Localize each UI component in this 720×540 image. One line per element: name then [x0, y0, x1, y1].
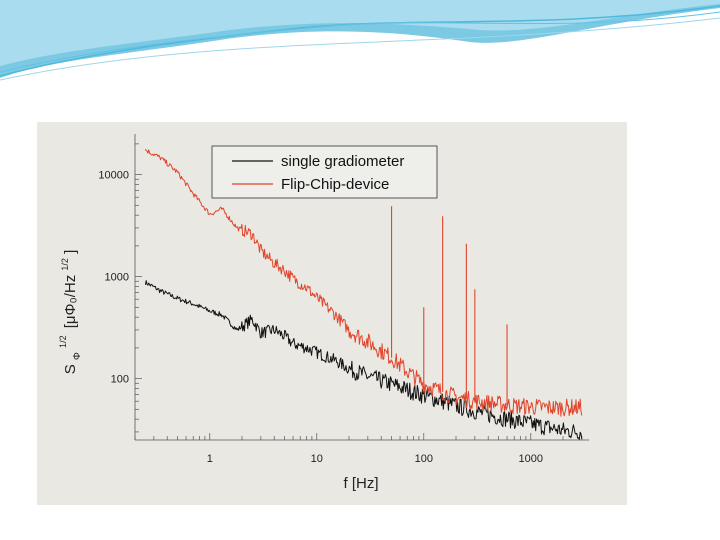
- x-tick-label: 1: [207, 453, 213, 465]
- y-axis-title-units-sup: 1/2: [60, 258, 70, 271]
- data-point: [160, 157, 162, 159]
- y-axis-title-close: ]: [62, 250, 79, 254]
- data-point: [260, 250, 262, 252]
- data-point: [145, 282, 147, 284]
- data-point: [530, 423, 532, 425]
- data-point: [406, 371, 408, 373]
- data-point: [292, 343, 294, 345]
- data-point: [335, 360, 337, 362]
- data-point: [160, 290, 162, 292]
- data-point: [306, 287, 308, 289]
- y-axis-title-s: S: [62, 364, 79, 374]
- series-line: [144, 280, 583, 440]
- noise-spectrum-chart: 1 10 100 1000 100 1000 10000 single gradiomete…: [53, 134, 589, 492]
- series-flip-chip-device: [144, 148, 583, 417]
- data-point: [455, 396, 457, 398]
- data-point: [316, 352, 318, 354]
- data-point: [367, 376, 369, 378]
- data-point: [273, 329, 275, 331]
- x-axis-title: f [Hz]: [343, 475, 378, 492]
- series-single-gradiometer: [144, 280, 583, 440]
- y-tick-label: 100: [111, 374, 129, 386]
- y-axis-title: S Φ 1/2 [μΦ₀/Hz 1/2 ]: [53, 250, 84, 375]
- data-point: [221, 208, 223, 210]
- y-tick-label: 1000: [105, 272, 129, 284]
- data-point: [306, 347, 308, 349]
- legend-label-single-gradiometer: single gradiometer: [281, 153, 404, 170]
- data-point: [177, 172, 179, 174]
- data-point: [335, 314, 337, 316]
- data-point: [391, 384, 393, 386]
- data-point: [406, 389, 408, 391]
- data-point: [513, 405, 515, 407]
- data-point: [442, 400, 444, 402]
- data-point: [192, 303, 194, 305]
- x-tick-label: 100: [415, 453, 433, 465]
- data-point: [423, 395, 425, 397]
- x-tick-label: 1000: [519, 453, 543, 465]
- y-axis-title-units: [μΦ₀/Hz: [62, 275, 79, 329]
- series-line: [144, 148, 583, 417]
- data-point: [252, 234, 254, 236]
- y-tick-label: 10000: [98, 170, 129, 182]
- data-point: [292, 278, 294, 280]
- x-tick-label: 10: [311, 453, 323, 465]
- data-point: [581, 431, 583, 433]
- legend: single gradiometer Flip-Chip-device: [211, 145, 438, 199]
- y-axis-title-sub: Φ: [72, 352, 83, 360]
- data-point: [549, 427, 551, 429]
- data-point: [209, 213, 211, 215]
- header-wave-decoration: [0, 0, 720, 81]
- data-point: [367, 341, 369, 343]
- data-point: [581, 407, 583, 409]
- data-point: [474, 410, 476, 412]
- data-point: [260, 332, 262, 334]
- data-point: [209, 310, 211, 312]
- data-point: [177, 298, 179, 300]
- data-point: [236, 329, 238, 331]
- data-point: [498, 404, 500, 406]
- data-point: [236, 227, 238, 229]
- y-axis-title-sup: 1/2: [58, 335, 68, 348]
- data-point: [530, 406, 532, 408]
- data-point: [513, 420, 515, 422]
- figure-panel: 1 10 100 1000 100 1000 10000 single gradiomete…: [37, 122, 627, 505]
- legend-label-flip-chip-device: Flip-Chip-device: [281, 176, 389, 193]
- legend-box: [211, 145, 438, 199]
- data-point: [549, 407, 551, 409]
- plot-frame: [134, 134, 589, 441]
- data-point: [498, 416, 500, 418]
- data-point: [348, 368, 350, 370]
- data-point: [221, 314, 223, 316]
- data-point: [145, 149, 147, 151]
- data-point: [192, 193, 194, 195]
- data-point: [316, 297, 318, 299]
- svg-text:S Φ 1/2: S Φ 1/2 [μΦ₀/Hz 1/2 ]: [53, 250, 84, 375]
- data-point: [284, 336, 286, 338]
- data-point: [455, 405, 457, 407]
- data-point: [252, 319, 254, 321]
- data-point: [348, 329, 350, 331]
- data-point: [284, 270, 286, 272]
- data-point: [273, 263, 275, 265]
- data-point: [562, 407, 564, 409]
- data-point: [562, 430, 564, 432]
